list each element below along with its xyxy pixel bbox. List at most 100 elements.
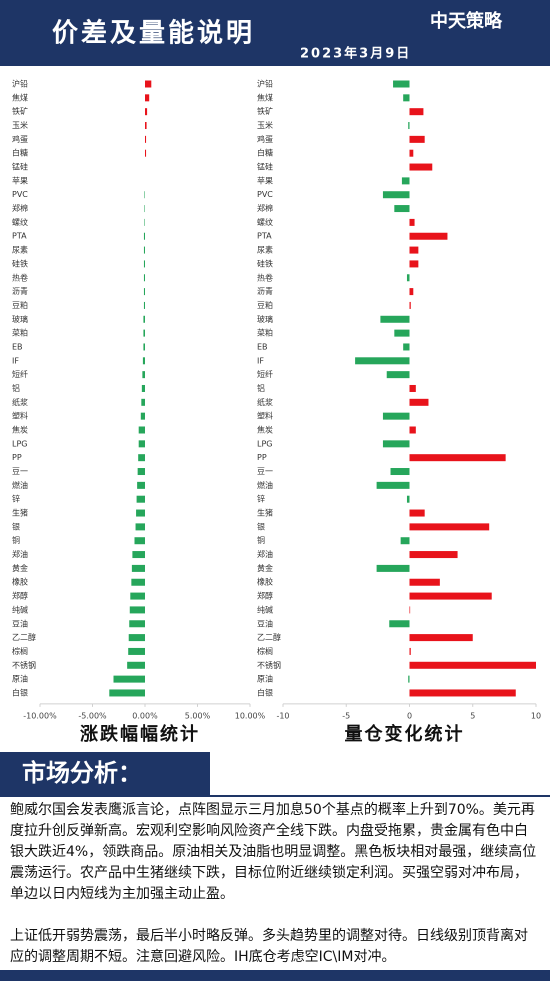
bar [409,288,414,296]
bar [143,288,145,296]
bar [409,606,411,614]
category-label: 短纤 [12,369,28,379]
category-label: 玉米 [257,120,273,130]
bar [409,260,419,268]
bar [382,440,410,448]
category-label: 不锈钢 [12,660,36,670]
category-label: 豆粕 [12,300,28,310]
bar [409,232,448,240]
category-label: 硅铁 [12,258,28,268]
category-label: 热卷 [257,272,273,282]
x-tick-label: -5 [342,711,350,720]
bar [406,495,410,503]
bar [409,218,415,226]
category-label: 生猪 [257,508,273,518]
category-label: 乙二醇 [12,632,36,642]
category-label: 棕榈 [12,646,28,656]
bar [380,315,410,323]
category-label: EB [257,342,268,351]
category-label: 原油 [12,674,28,684]
category-label: 纯碱 [12,604,28,614]
category-label: 沥青 [257,286,273,296]
category-label: 尿素 [12,245,28,255]
logo: 中天策略 [430,10,503,32]
category-label: PVC [257,190,273,199]
category-label: 塑料 [12,411,28,421]
x-tick-label: 0.00% [132,711,158,720]
category-label: 纸浆 [12,397,28,407]
bar [143,246,145,254]
category-label: 棕榈 [257,646,273,656]
bar [409,384,416,392]
bar [409,592,492,600]
bar [389,620,410,628]
bar [145,149,147,157]
category-label: 乙二醇 [257,632,281,642]
category-label: 纯碱 [257,604,273,614]
category-label: 沥青 [12,286,28,296]
bar [376,564,410,572]
bar [145,122,147,130]
category-label: 铁矿 [257,106,273,116]
category-label: 菜粕 [257,328,273,338]
bar [408,675,410,683]
analysis-title: 市场分析： [22,759,142,787]
bar [130,592,145,600]
analysis-banner [0,752,210,796]
bar [408,122,410,130]
category-label: PTA [257,232,272,241]
category-label: IF [12,356,19,365]
x-tick-label: 10 [531,711,541,720]
bar [143,343,145,351]
bar [127,661,145,669]
category-label: 锰硅 [257,162,273,172]
category-label: 白糖 [257,148,273,158]
category-label: 原油 [257,674,273,684]
bar [409,149,414,157]
bar [142,371,145,379]
bar [409,135,425,143]
category-label: 锌 [12,494,20,504]
bar [409,551,458,559]
bar [393,80,410,88]
category-label: 尿素 [257,245,273,255]
header-title: 价差及量能说明 [52,18,255,49]
x-tick-label: 10.00% [235,711,266,720]
category-label: 铜 [257,535,265,545]
category-label: 焦炭 [257,425,273,435]
category-label: 黄金 [257,563,273,573]
bar [403,343,410,351]
category-label: 郑棉 [257,203,273,213]
bar [409,661,536,669]
bar [131,578,145,586]
bar [409,301,411,309]
x-tick-label: -5.00% [78,711,107,720]
bar [137,481,145,489]
category-label: 银 [257,521,265,531]
category-label: 郑棉 [12,203,28,213]
paragraph: 上证低开弱势震荡，最后半小时略反弹。多头趋势里的调整对待。日线级别顶背离对应的调… [10,928,528,965]
category-label: 焦炭 [12,425,28,435]
x-tick-label: -10.00% [23,711,57,720]
bar [406,274,410,282]
bar [135,523,145,531]
bar [409,578,440,586]
chart-title: 量仓变化统计 [345,723,465,745]
bar [394,205,410,213]
bar [145,135,147,143]
category-label: 豆油 [257,618,273,628]
category-label: 锰硅 [12,162,28,172]
bar [409,246,419,254]
bar [409,634,473,642]
category-label: 郑醇 [257,591,273,601]
category-label: 郑油 [12,549,28,559]
bar [140,412,145,420]
category-label: 不锈钢 [257,660,281,670]
bar [143,232,145,240]
bar [129,620,145,628]
category-label: 锌 [257,494,265,504]
x-tick-label: 5 [470,711,475,720]
category-label: 焦煤 [12,92,28,102]
bar [355,357,410,365]
